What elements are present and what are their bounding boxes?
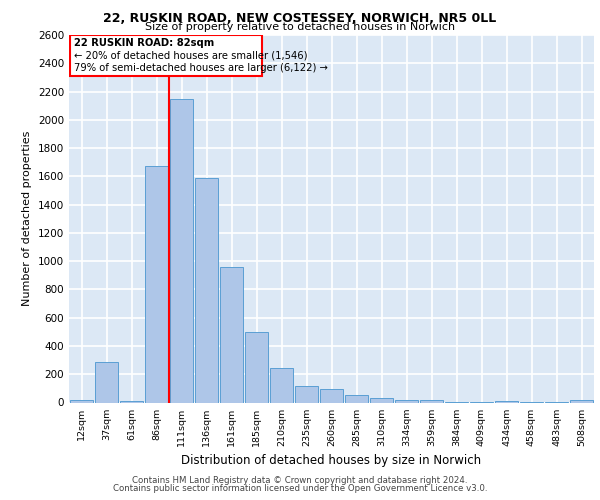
Y-axis label: Number of detached properties: Number of detached properties (22, 131, 32, 306)
X-axis label: Distribution of detached houses by size in Norwich: Distribution of detached houses by size … (181, 454, 482, 467)
Bar (420, 400, 443, 402)
Bar (95, 362, 118, 403)
Text: 79% of semi-detached houses are larger (6,122) →: 79% of semi-detached houses are larger (… (74, 63, 328, 73)
Text: Contains public sector information licensed under the Open Government Licence v3: Contains public sector information licen… (113, 484, 487, 493)
Bar (70, 400, 93, 402)
Text: ← 20% of detached houses are smaller (1,546): ← 20% of detached houses are smaller (1,… (74, 50, 308, 60)
Bar (270, 368, 293, 402)
Text: 22, RUSKIN ROAD, NEW COSTESSEY, NORWICH, NR5 0LL: 22, RUSKIN ROAD, NEW COSTESSEY, NORWICH,… (103, 12, 497, 26)
Bar (370, 398, 393, 402)
Bar (170, 98, 193, 403)
Text: Size of property relative to detached houses in Norwich: Size of property relative to detached ho… (145, 22, 455, 32)
Bar (570, 400, 593, 402)
Bar (195, 178, 218, 402)
Bar (145, 166, 168, 402)
Bar (395, 400, 418, 402)
Bar (345, 396, 368, 402)
Bar (70, 35, 262, 76)
Bar (220, 267, 243, 402)
Bar (295, 386, 318, 402)
Bar (320, 389, 343, 402)
Text: 22 RUSKIN ROAD: 82sqm: 22 RUSKIN ROAD: 82sqm (74, 38, 214, 48)
Bar (245, 332, 268, 402)
Bar (120, 401, 143, 402)
Bar (495, 401, 518, 402)
Text: Contains HM Land Registry data © Crown copyright and database right 2024.: Contains HM Land Registry data © Crown c… (132, 476, 468, 485)
